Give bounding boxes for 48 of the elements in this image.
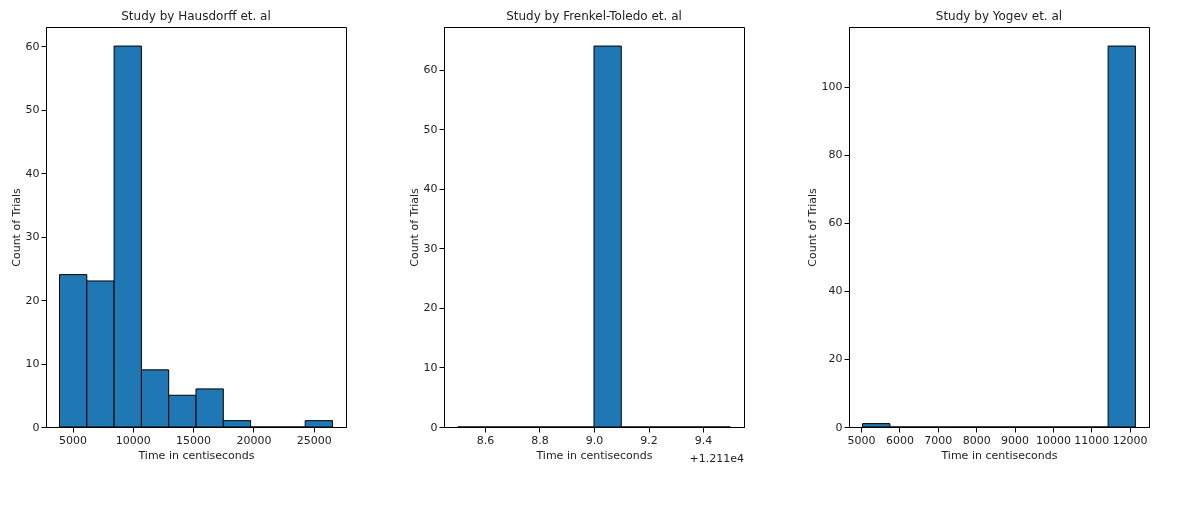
- y-tick-label: 20: [423, 301, 438, 315]
- y-tick-label: 30: [25, 230, 40, 244]
- x-tick-label: 7000: [924, 433, 953, 447]
- x-tick-label: 9.0: [585, 433, 604, 447]
- x-tick-label: 9000: [1001, 433, 1030, 447]
- y-tick-label: 30: [423, 241, 438, 255]
- x-tick-label: 8.6: [476, 433, 495, 447]
- x-tick-label: 8.8: [531, 433, 549, 447]
- y-tick-label: 100: [821, 80, 843, 94]
- y-tick-label: 40: [423, 182, 438, 196]
- x-tick-label: 15000: [176, 433, 212, 447]
- y-tick-label: 10: [25, 357, 40, 371]
- y-axis-title: Count of Trials: [407, 188, 421, 267]
- y-tick-label: 40: [828, 284, 843, 298]
- y-tick-label: 60: [25, 39, 40, 53]
- x-tick-label: 5000: [847, 433, 876, 447]
- x-tick-label: 12000: [1112, 433, 1148, 447]
- y-tick-label: 50: [25, 103, 40, 117]
- y-tick-label: 10: [423, 360, 438, 374]
- x-tick-label: 5000: [59, 433, 88, 447]
- y-tick-label: 0: [32, 420, 40, 434]
- y-axis-title: Count of Trials: [805, 188, 819, 267]
- x-tick-label: 9.4: [694, 433, 713, 447]
- chart-title: Study by Frenkel-Toledo et. al: [506, 9, 682, 23]
- x-tick-label: 20000: [236, 433, 272, 447]
- y-tick-label: 40: [25, 166, 40, 180]
- x-tick-label: 9.2: [640, 433, 658, 447]
- y-tick-label: 80: [828, 148, 843, 162]
- y-axis-title: Count of Trials: [9, 188, 23, 267]
- x-tick-label: 10000: [1035, 433, 1071, 447]
- text: +1.211e4: [689, 452, 744, 465]
- chart-title: Study by Yogev et. al: [935, 9, 1063, 23]
- chart-title: Study by Hausdorff et. al: [121, 9, 271, 23]
- y-tick-label: 60: [423, 63, 438, 77]
- x-tick-label: 25000: [296, 433, 332, 447]
- x-axis-title: Time in centiseconds: [137, 448, 255, 462]
- y-tick-label: 0: [430, 420, 438, 434]
- y-tick-label: 20: [25, 293, 40, 307]
- x-axis-title: Time in centiseconds: [940, 448, 1058, 462]
- x-tick-label: 10000: [115, 433, 151, 447]
- x-tick-label: 6000: [885, 433, 914, 447]
- x-tick-label: 11000: [1074, 433, 1110, 447]
- x-tick-label: 8000: [962, 433, 991, 447]
- y-tick-label: 20: [828, 352, 843, 366]
- x-axis-title: Time in centiseconds: [535, 448, 653, 462]
- y-tick-label: 0: [835, 420, 843, 434]
- y-tick-label: 60: [828, 216, 843, 230]
- y-tick-label: 50: [423, 122, 438, 136]
